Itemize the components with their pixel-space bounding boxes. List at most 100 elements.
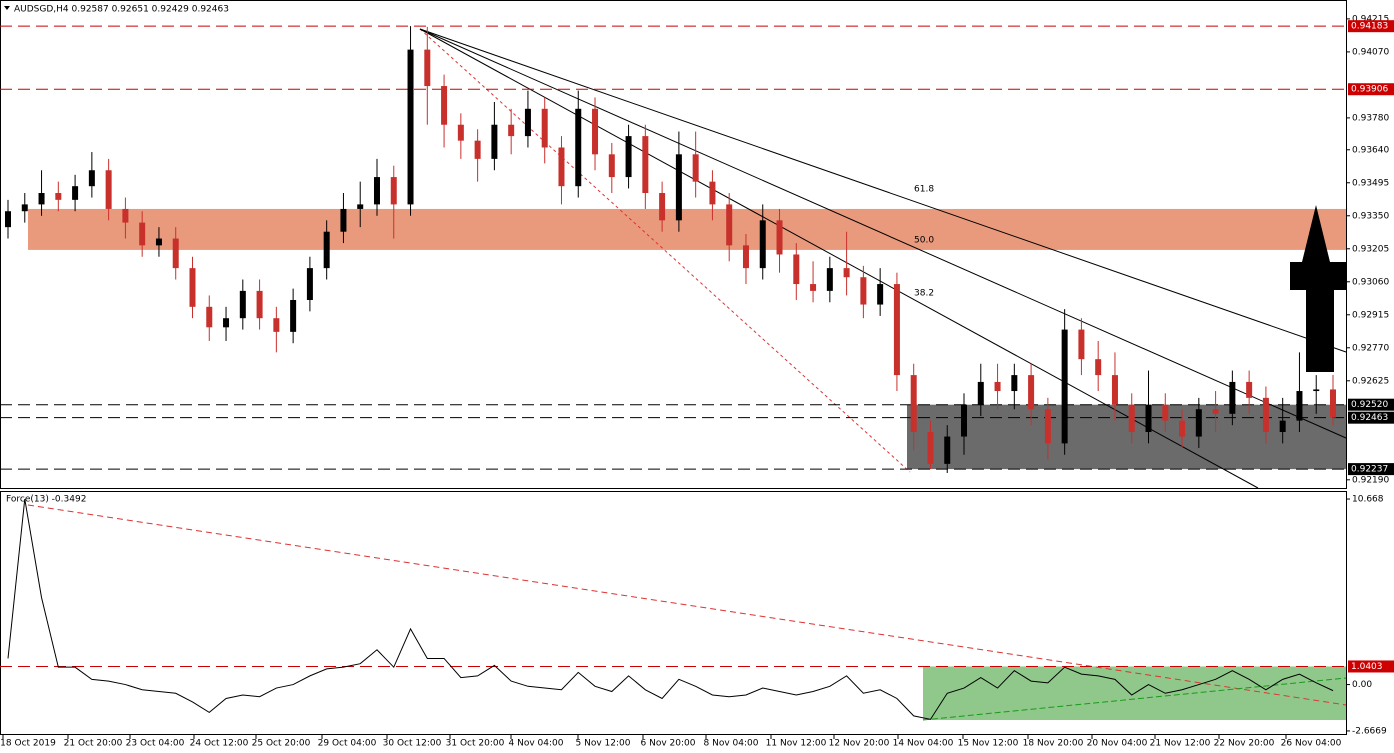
candle-body xyxy=(675,154,682,221)
candle-body xyxy=(1330,389,1336,418)
zones xyxy=(28,208,1346,720)
x-tick-label: 21 Oct 20:00 xyxy=(64,739,123,749)
candle-body xyxy=(961,404,968,437)
candle-body xyxy=(38,193,45,205)
candle-body xyxy=(5,211,11,228)
candle-body xyxy=(239,290,246,319)
fib-baseline xyxy=(419,28,911,473)
candle-body xyxy=(1279,420,1286,433)
candle-body xyxy=(1044,409,1051,444)
y-tick-label: 0.94215 xyxy=(1352,14,1389,24)
candle-body xyxy=(1095,359,1102,376)
level-box xyxy=(1348,411,1394,424)
force-tick-label: 10.668 xyxy=(1352,495,1384,505)
fib-label: 61.8 xyxy=(914,185,934,195)
up-arrow xyxy=(1290,205,1346,372)
candle-body xyxy=(306,268,313,300)
candle-body xyxy=(21,204,28,212)
candle-body xyxy=(608,154,615,178)
candle-body xyxy=(1296,391,1303,421)
x-tick-label: 4 Nov 04:00 xyxy=(509,739,564,749)
candle-body xyxy=(474,140,481,159)
y-tick-label: 0.92915 xyxy=(1352,310,1389,320)
candle-body xyxy=(357,204,364,209)
y-tick-label: 0.92625 xyxy=(1352,376,1389,386)
level-box xyxy=(1348,463,1394,476)
x-tick-label: 30 Oct 12:00 xyxy=(383,739,442,749)
candle-body xyxy=(860,277,867,305)
level-label: 0.92463 xyxy=(1351,413,1388,423)
x-tick-label: 18 Nov 20:00 xyxy=(1023,739,1084,749)
candle-body xyxy=(592,108,599,155)
candle-body xyxy=(1028,375,1035,410)
x-tick-label: 20 Nov 04:00 xyxy=(1087,739,1148,749)
candle-body xyxy=(88,170,95,187)
y-tick-label: 0.93350 xyxy=(1352,211,1389,221)
candle-body xyxy=(508,124,515,137)
candle-body xyxy=(759,220,766,269)
support-zone xyxy=(907,404,1346,470)
candle-body xyxy=(692,154,699,182)
x-tick-label: 23 Oct 04:00 xyxy=(126,739,185,749)
force-header: Force(13) -0.3492 xyxy=(6,495,86,505)
price-frame xyxy=(0,0,1347,489)
candle-body xyxy=(726,204,733,246)
level-box xyxy=(1348,20,1394,33)
candle-body xyxy=(826,268,833,291)
candle-body xyxy=(340,208,347,232)
candle-body xyxy=(441,86,448,125)
candle-body xyxy=(172,238,179,269)
fib-50 xyxy=(419,28,1347,439)
candle-body xyxy=(910,375,917,433)
candle-body xyxy=(1145,404,1152,433)
candle-body xyxy=(776,220,783,255)
candle-body xyxy=(659,193,666,221)
candle-body xyxy=(575,108,582,187)
candle-body xyxy=(1179,420,1186,437)
candle-body xyxy=(323,231,330,269)
candle-body xyxy=(1162,404,1169,421)
candle-body xyxy=(893,284,900,376)
candle-body xyxy=(373,177,380,205)
x-tick-label: 22 Nov 20:00 xyxy=(1214,739,1275,749)
candle-body xyxy=(424,49,431,87)
x-tick-label: 31 Oct 20:00 xyxy=(446,739,505,749)
candle-body xyxy=(1195,409,1202,437)
fib-618 xyxy=(419,28,1347,353)
symbol-header: AUDSGD,H4 0.92587 0.92651 0.92429 0.9246… xyxy=(14,5,229,15)
candle-body xyxy=(944,436,951,464)
candle-body xyxy=(491,124,498,159)
candle-body xyxy=(223,318,230,328)
candle-body xyxy=(927,432,934,464)
resistance-zone xyxy=(28,208,1346,250)
candle-body xyxy=(994,381,1001,392)
candle-body xyxy=(1061,329,1068,444)
force-tick-label: -2.6669 xyxy=(1352,726,1387,736)
candle-body xyxy=(390,177,397,205)
x-tick-label: 25 Oct 20:00 xyxy=(252,739,311,749)
level-box xyxy=(1348,398,1394,411)
candle-body xyxy=(1246,381,1253,398)
candle-body xyxy=(256,290,263,319)
candle-body xyxy=(843,268,850,278)
candle-body xyxy=(155,238,162,246)
level-label: 0.93906 xyxy=(1351,85,1388,95)
candle-body xyxy=(709,181,716,205)
x-tick-label: 26 Nov 04:00 xyxy=(1281,739,1342,749)
x-tick-label: 21 Nov 12:00 xyxy=(1150,739,1211,749)
force-tick-label: 0.00 xyxy=(1352,680,1372,690)
candle-body xyxy=(1011,375,1018,392)
candle-body xyxy=(541,108,548,148)
candle-body xyxy=(742,245,749,269)
y-tick-label: 0.92190 xyxy=(1352,475,1389,485)
x-tick-label: 6 Nov 20:00 xyxy=(641,739,696,749)
level-label: 0.94183 xyxy=(1351,22,1388,32)
level-box xyxy=(1348,83,1394,96)
y-tick-label: 0.93495 xyxy=(1352,178,1389,188)
candle-body xyxy=(139,222,146,246)
level-label: 0.92237 xyxy=(1351,465,1388,475)
force-frame xyxy=(0,491,1347,735)
x-tick-label: 8 Nov 04:00 xyxy=(704,739,759,749)
candle-body xyxy=(105,170,112,209)
